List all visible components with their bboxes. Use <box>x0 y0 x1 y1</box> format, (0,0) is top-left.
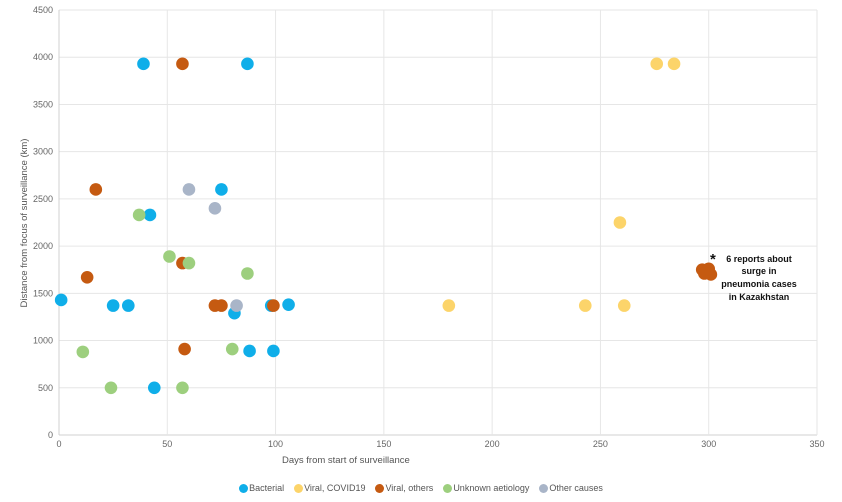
data-point[interactable] <box>182 256 196 270</box>
data-point[interactable] <box>698 267 711 280</box>
legend-label: Unknown aetiology <box>453 483 530 493</box>
data-point[interactable] <box>215 183 228 196</box>
y-tick-label: 0 <box>48 430 53 440</box>
y-tick-label: 4500 <box>33 5 53 15</box>
legend-swatch-other-causes <box>539 483 549 493</box>
data-point[interactable] <box>178 342 191 356</box>
legend-swatch-viral-covid19 <box>294 483 304 493</box>
legend-item-bacterial[interactable]: Bacterial <box>239 483 284 493</box>
x-tick-label: 300 <box>701 439 716 449</box>
data-point[interactable] <box>613 216 627 229</box>
legend-label: Viral, others <box>385 483 434 493</box>
legend-item-viral-covid19[interactable]: Viral, COVID19 <box>294 483 365 493</box>
grid <box>58 9 818 436</box>
data-points <box>54 57 718 395</box>
data-point[interactable] <box>176 381 189 395</box>
data-point[interactable] <box>578 299 592 312</box>
data-point[interactable] <box>76 345 90 359</box>
x-tick-label: 200 <box>485 439 500 449</box>
data-point[interactable] <box>215 299 228 312</box>
data-point[interactable] <box>667 57 681 71</box>
y-tick-label: 1500 <box>33 288 53 298</box>
data-point[interactable] <box>208 202 222 215</box>
x-axis-ticks: 0 50 100 150 200 250 300 350 <box>56 439 824 449</box>
x-tick-label: 350 <box>809 439 824 449</box>
y-tick-label: 2000 <box>33 241 53 251</box>
x-tick-label: 100 <box>268 439 283 449</box>
data-point[interactable] <box>650 57 664 71</box>
legend-label: Viral, COVID19 <box>304 483 366 493</box>
legend-item-other-causes[interactable]: Other causes <box>539 483 603 493</box>
y-tick-label: 3000 <box>33 147 53 157</box>
legend-label: Other causes <box>549 483 603 493</box>
data-point[interactable] <box>104 381 118 395</box>
annotation-line-4: in Kazakhstan <box>729 292 790 302</box>
series-unknown-aetiology <box>76 208 254 395</box>
data-point[interactable] <box>243 344 256 358</box>
legend: Bacterial Viral, COVID19 Viral, others U… <box>0 483 842 493</box>
data-point[interactable] <box>147 381 161 395</box>
legend-swatch-viral-others <box>375 483 385 493</box>
series-viral-covid19 <box>442 57 681 312</box>
series-bacterial <box>54 57 295 395</box>
x-tick-label: 250 <box>593 439 608 449</box>
data-point[interactable] <box>230 299 243 312</box>
data-point[interactable] <box>267 344 280 358</box>
data-point[interactable] <box>267 299 280 312</box>
x-tick-label: 150 <box>376 439 391 449</box>
annotation-marker: * <box>710 251 716 268</box>
data-point[interactable] <box>143 208 157 222</box>
x-tick-label: 50 <box>162 439 172 449</box>
data-point[interactable] <box>176 57 189 71</box>
data-point[interactable] <box>442 299 456 312</box>
data-point[interactable] <box>241 267 254 280</box>
data-point[interactable] <box>132 208 146 222</box>
data-point[interactable] <box>182 183 196 196</box>
x-tick-label: 0 <box>56 439 61 449</box>
y-tick-label: 3500 <box>33 99 53 109</box>
data-point[interactable] <box>241 57 254 71</box>
data-point[interactable] <box>106 299 120 312</box>
y-axis-title: Distance from focus of surveillance (km) <box>19 139 30 308</box>
data-point[interactable] <box>137 57 150 71</box>
data-point[interactable] <box>80 270 94 284</box>
legend-item-unknown-aetiology[interactable]: Unknown aetiology <box>443 483 529 493</box>
data-point[interactable] <box>282 298 295 311</box>
data-point[interactable] <box>54 293 68 307</box>
legend-item-viral-others[interactable]: Viral, others <box>375 483 433 493</box>
legend-swatch-bacterial <box>239 483 249 493</box>
y-tick-label: 1000 <box>33 336 53 346</box>
legend-swatch-unknown-aetiology <box>443 483 453 493</box>
data-point[interactable] <box>225 342 239 356</box>
series-viral-others <box>80 57 718 356</box>
annotation-line-3: pneumonia cases <box>721 279 797 289</box>
y-tick-label: 500 <box>38 383 53 393</box>
x-axis-title: Days from start of surveillance <box>282 455 410 466</box>
annotation-line-1: 6 reports about <box>726 254 792 264</box>
y-tick-label: 4000 <box>33 52 53 62</box>
annotation-line-2: surge in <box>741 266 776 276</box>
y-tick-label: 2500 <box>33 194 53 204</box>
series-other-causes <box>182 183 243 312</box>
legend-label: Bacterial <box>249 483 285 493</box>
data-point[interactable] <box>617 299 631 312</box>
annotation: * 6 reports about surge in pneumonia cas… <box>710 251 797 302</box>
y-axis-ticks: 0 500 1000 1500 2000 2500 3000 3500 4000 4500 <box>33 5 53 440</box>
data-point[interactable] <box>89 183 103 196</box>
data-point[interactable] <box>163 250 176 263</box>
data-point[interactable] <box>122 299 135 312</box>
